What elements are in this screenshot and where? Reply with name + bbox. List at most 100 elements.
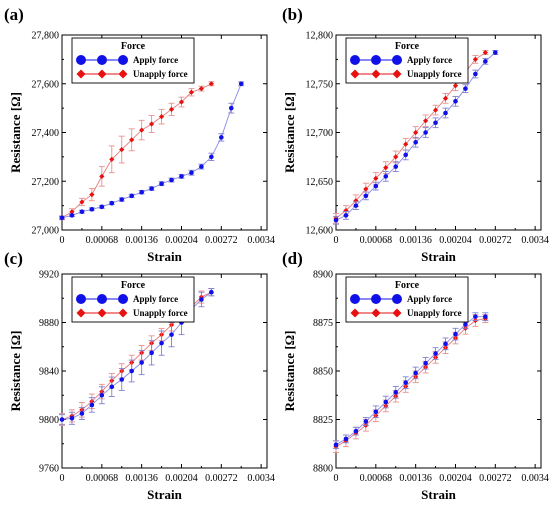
x-axis-title: Strain (147, 487, 182, 502)
data-point (333, 217, 339, 223)
x-tick-label: 0.0034 (521, 235, 549, 246)
data-point (149, 186, 154, 191)
x-tick-label: 0.0034 (521, 473, 549, 484)
data-point (188, 89, 195, 95)
y-tick-label: 9800 (39, 415, 59, 426)
data-point (343, 436, 349, 442)
data-point (219, 135, 224, 140)
data-point (69, 213, 75, 218)
x-tick-label: 0.00136 (125, 473, 158, 484)
panel-3: (c) 9760 9800 9840 9880 9920 0 0.00068 0.00136 0.… (4, 249, 275, 502)
legend-title: Force (395, 280, 420, 291)
y-tick-label: 12,750 (306, 79, 334, 90)
data-point (59, 417, 65, 422)
data-point (169, 332, 174, 337)
data-point (129, 137, 135, 143)
data-point (373, 409, 379, 415)
legend-marker (371, 55, 381, 65)
legend-marker (118, 69, 128, 79)
legend-marker (392, 69, 402, 79)
data-point (483, 314, 488, 319)
legend: Force Apply force Unapply force (345, 37, 469, 84)
legend-marker (350, 308, 360, 318)
legend-entry-label: Apply force (407, 294, 452, 304)
x-tick-label: 0 (60, 473, 65, 484)
y-axis-title: Resistance [Ω] (8, 92, 23, 173)
legend-marker (76, 308, 86, 318)
data-point (363, 186, 369, 192)
data-point (79, 411, 85, 416)
series-apply-force (333, 312, 489, 450)
legend-box (71, 37, 195, 84)
x-tick-label: 0.00136 (125, 235, 158, 246)
series-line (335, 316, 486, 446)
data-point (393, 154, 399, 160)
legend: Force Apply force Unapply force (71, 37, 195, 84)
y-tick-label: 9840 (39, 367, 59, 378)
legend-entry-label: Apply force (133, 294, 178, 304)
y-tick-label: 8875 (313, 318, 333, 329)
x-tick-label: 0.00204 (439, 473, 472, 484)
data-point (228, 105, 234, 111)
data-point (413, 129, 419, 136)
y-tick-label: 9880 (39, 318, 59, 329)
series-apply-force (59, 81, 245, 221)
legend-title: Force (121, 280, 146, 291)
data-point (423, 118, 429, 124)
legend-marker (350, 294, 360, 304)
legend-marker (97, 308, 107, 318)
legend-marker (97, 69, 107, 79)
data-point (363, 419, 369, 424)
legend-marker (392, 55, 402, 65)
data-point (393, 164, 399, 169)
data-point (149, 121, 155, 127)
x-tick-label: 0.00204 (165, 235, 198, 246)
data-point (179, 174, 184, 179)
legend-entry-label: Unapply force (133, 308, 188, 318)
x-tick-label: 0.00068 (86, 235, 119, 246)
y-tick-label: 8800 (313, 464, 333, 475)
x-tick-label: 0.00068 (360, 473, 393, 484)
panel-label: (d) (282, 249, 303, 268)
data-point (99, 173, 105, 179)
data-point (89, 402, 95, 408)
legend-marker (350, 55, 360, 65)
x-axis-title: Strain (421, 487, 456, 502)
legend-entry-label: Unapply force (407, 69, 462, 79)
legend-marker (371, 308, 381, 318)
data-point (423, 130, 428, 135)
data-point (353, 203, 359, 208)
data-point (169, 177, 174, 183)
data-point (189, 170, 194, 176)
x-tick-label: 0.00204 (439, 235, 472, 246)
data-point (119, 146, 125, 153)
y-tick-label: 8850 (313, 367, 333, 378)
data-point (198, 86, 204, 92)
data-point (69, 209, 75, 215)
series-apply-force (333, 50, 499, 225)
data-point (452, 83, 459, 89)
data-point (443, 110, 448, 116)
legend-marker (118, 55, 128, 65)
x-tick-label: 0.00068 (360, 235, 393, 246)
x-tick-label: 0.00272 (205, 235, 238, 246)
legend-entry-label: Apply force (407, 55, 452, 65)
data-point (238, 81, 244, 87)
x-tick-label: 0.0034 (247, 235, 275, 246)
data-point (453, 99, 458, 104)
data-point (383, 399, 389, 405)
data-point (79, 199, 85, 205)
y-tick-label: 12,700 (306, 128, 334, 139)
legend: Force Apply force Unapply force (345, 276, 469, 323)
data-point (363, 193, 369, 199)
y-tick-label: 8900 (313, 270, 333, 281)
data-point (139, 189, 144, 195)
data-point (482, 49, 488, 56)
y-tick-label: 12,650 (306, 177, 334, 188)
panel-2: (b) 12,600 12,650 12,700 12,750 12,800 0 0.0006… (282, 5, 549, 264)
legend-title: Force (395, 41, 420, 52)
y-tick-label: 27,800 (32, 31, 60, 42)
data-point (343, 213, 349, 218)
legend-marker (392, 294, 402, 304)
data-point (139, 127, 145, 133)
